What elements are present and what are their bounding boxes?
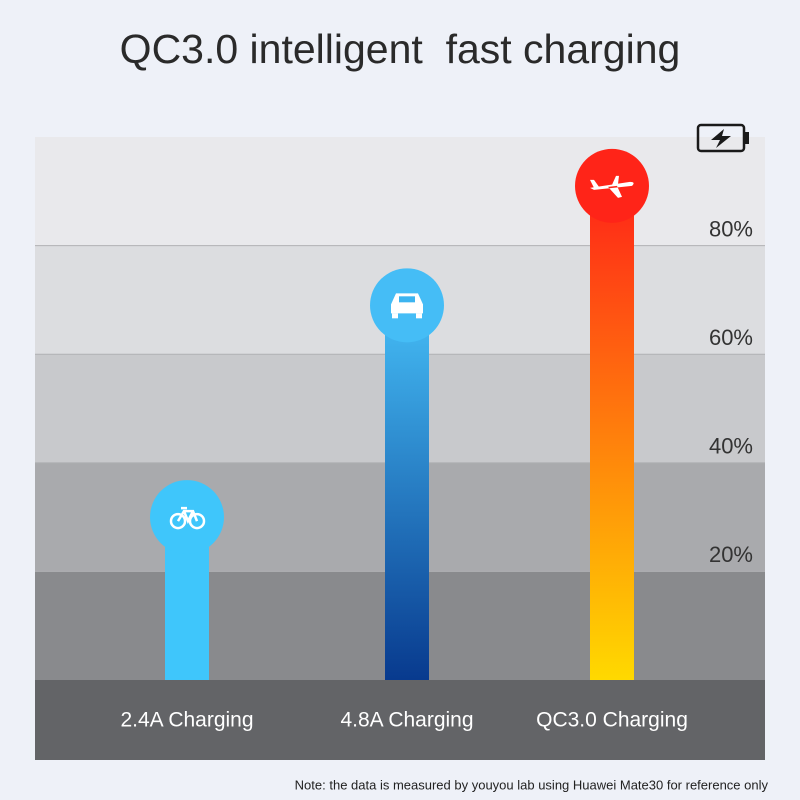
bar-icon xyxy=(169,506,206,530)
y-tick-label: 60% xyxy=(709,325,753,350)
bar-icon xyxy=(590,175,634,198)
x-tick-label: QC3.0 Charging xyxy=(536,709,688,732)
battery-icon xyxy=(696,123,749,153)
y-tick-label: 40% xyxy=(709,434,753,459)
x-tick-label: 4.8A Charging xyxy=(340,709,473,732)
x-tick-label: 2.4A Charging xyxy=(120,709,253,732)
y-tick-label: 80% xyxy=(709,216,753,241)
band xyxy=(35,137,765,246)
chart-title: QC3.0 intelligent fast charging xyxy=(120,26,681,72)
bar xyxy=(385,305,429,680)
category-band xyxy=(35,680,765,760)
y-tick-label: 20% xyxy=(709,542,753,567)
bar xyxy=(590,185,634,680)
bar-icon xyxy=(391,293,423,319)
footnote: Note: the data is measured by youyou lab… xyxy=(295,777,769,792)
